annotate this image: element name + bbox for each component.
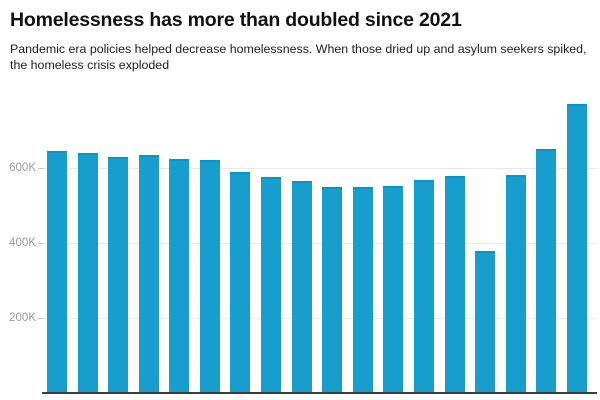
bars-container <box>47 95 587 393</box>
bar-2022 <box>505 175 526 393</box>
bar-2021 <box>475 250 496 393</box>
x-axis-line <box>42 392 597 394</box>
y-tick-label-400K: 400K <box>9 237 36 250</box>
bar-2010 <box>138 154 159 393</box>
bar-2013 <box>230 172 251 393</box>
bar-2023 <box>536 148 557 393</box>
bar-2020 <box>444 175 465 393</box>
chart-title: Homelessness has more than doubled since… <box>10 9 462 31</box>
gridline-400K <box>42 243 597 245</box>
plot-area <box>42 95 597 393</box>
gridline-600K <box>42 168 597 170</box>
bar-2015 <box>291 181 312 393</box>
y-tick-label-200K: 200K <box>9 312 36 325</box>
y-tick-label-600K: 600K <box>9 162 36 175</box>
bar-2007 <box>47 150 67 393</box>
y-tick-mark-400K <box>38 243 43 245</box>
bar-2009 <box>108 157 129 393</box>
y-tick-mark-200K <box>38 318 43 320</box>
bar-2019 <box>413 180 434 393</box>
bar-2014 <box>261 177 282 393</box>
chart-subtitle: Pandemic era policies helped decrease ho… <box>10 42 587 72</box>
bar-2016 <box>322 187 343 393</box>
bar-2012 <box>199 160 220 393</box>
gridline-200K <box>42 318 597 320</box>
bar-2011 <box>169 159 190 393</box>
bar-2018 <box>383 185 404 393</box>
bar-2017 <box>352 186 373 393</box>
y-tick-mark-600K <box>38 168 43 170</box>
bar-2024 <box>566 104 587 393</box>
bar-2008 <box>77 153 98 393</box>
chart-header: Homelessness has more than doubled since… <box>0 0 600 73</box>
bar-chart: 600K 400K 200K <box>0 95 600 395</box>
